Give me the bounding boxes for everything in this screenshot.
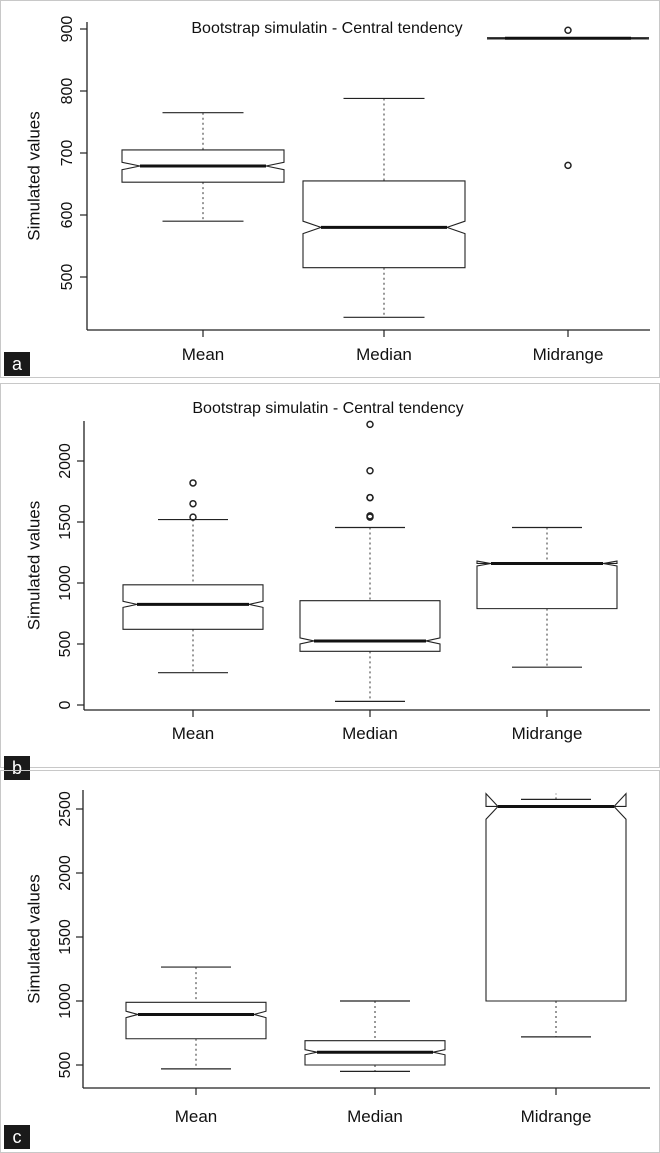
x-tick-label: Midrange xyxy=(521,1107,592,1126)
outlier-point xyxy=(189,513,197,521)
y-tick-label: 2500 xyxy=(57,791,74,827)
outlier-point xyxy=(366,493,374,502)
x-tick-label: Mean xyxy=(175,1107,218,1126)
y-tick-label: 1500 xyxy=(57,919,74,955)
y-tick-label: 1500 xyxy=(57,504,74,540)
y-tick-label: 1000 xyxy=(57,983,74,1019)
outlier-point xyxy=(564,161,572,170)
y-tick-label: 2000 xyxy=(57,855,74,891)
box-mean xyxy=(125,1001,267,1040)
chart-b-svg: Bootstrap simulatin - Central tendency 0 5… xyxy=(0,383,660,768)
x-tick-label: Mean xyxy=(172,724,215,743)
panel-label-b: b xyxy=(4,756,30,780)
chart-title: Bootstrap simulatin - Central tendency xyxy=(191,20,462,37)
outlier-point xyxy=(189,479,197,487)
y-tick-label: 700 xyxy=(59,140,76,167)
chart-a-svg: Bootstrap simulatin - Central tendency 50… xyxy=(0,0,660,378)
x-tick-label: Median xyxy=(347,1107,403,1126)
y-tick-label: 900 xyxy=(59,16,76,43)
box-midrange xyxy=(476,560,618,610)
y-tick-label: 0 xyxy=(57,700,74,709)
y-tick-label: 1000 xyxy=(57,565,74,601)
y-tick-label: 500 xyxy=(57,1052,74,1079)
outlier-point xyxy=(366,467,374,475)
y-tick-label: 500 xyxy=(59,264,76,291)
y-tick-label: 800 xyxy=(59,78,76,105)
x-tick-label: Mean xyxy=(182,345,225,364)
chart-title: Bootstrap simulatin - Central tendency xyxy=(192,400,463,417)
y-tick-label: 500 xyxy=(57,631,74,658)
outlier-point xyxy=(564,26,572,34)
y-tick-label: 2000 xyxy=(57,443,74,479)
y-axis-label: Simulated values xyxy=(24,874,43,1003)
x-tick-label: Median xyxy=(356,345,412,364)
y-axis-label: Simulated values xyxy=(24,501,43,630)
box-median xyxy=(302,180,466,269)
panel-label-a: a xyxy=(4,352,30,376)
box-median xyxy=(299,600,441,652)
panel-b: Bootstrap simulatin - Central tendency 0 5… xyxy=(0,383,660,780)
panel-label-c: c xyxy=(4,1125,30,1149)
panel-a: Bootstrap simulatin - Central tendency 50… xyxy=(0,0,660,378)
outlier-point xyxy=(366,512,374,520)
x-tick-label: Midrange xyxy=(512,724,583,743)
box-mean xyxy=(122,584,264,630)
outlier-point xyxy=(366,420,374,429)
x-tick-label: Median xyxy=(342,724,398,743)
chart-c-svg: 500 1000 1500 2000 2500 Simulated values Mean M… xyxy=(0,770,660,1153)
x-tick-label: Midrange xyxy=(533,345,604,364)
panel-c: 500 1000 1500 2000 2500 Simulated values Mean M… xyxy=(0,770,660,1153)
y-tick-label: 600 xyxy=(59,202,76,229)
y-axis-label: Simulated values xyxy=(24,111,43,240)
outlier-point xyxy=(189,499,197,508)
box-midrange xyxy=(485,792,627,1002)
